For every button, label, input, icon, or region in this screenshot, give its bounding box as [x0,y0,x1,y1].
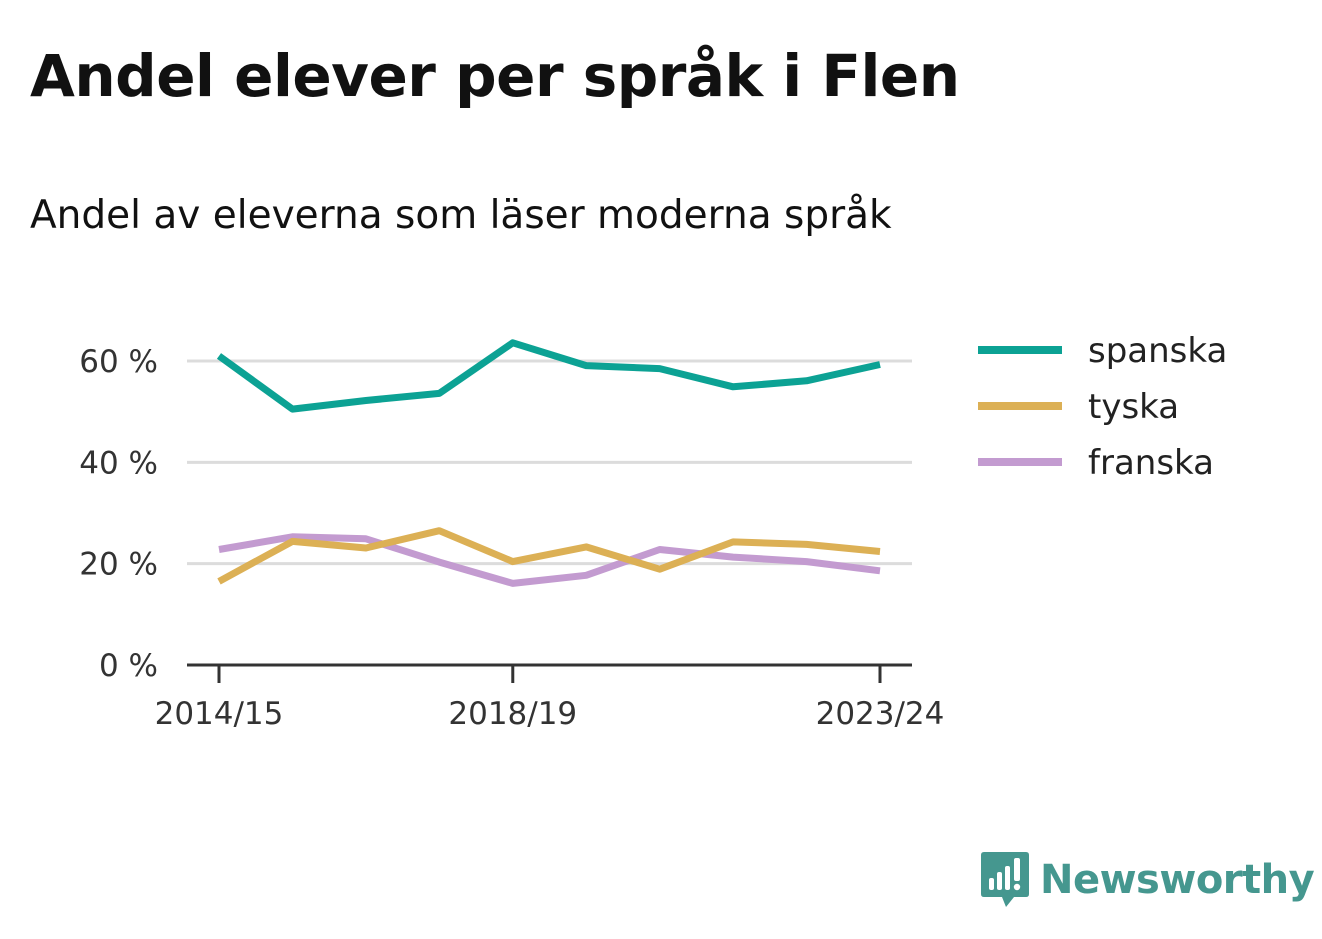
series-line-tyska [217,527,881,585]
newsworthy-brand: Newsworthy [980,850,1315,910]
y-tick-label: 20 % [79,547,158,583]
legend-label: tyska [1088,387,1179,427]
y-tick-label: 0 % [99,648,158,684]
x-tick-label: 2018/19 [448,696,577,732]
y-tick-label: 60 % [79,344,158,380]
series-line-spanska [216,339,881,413]
chart-subtitle: Andel av eleverna som läser moderna språ… [30,193,892,238]
chart-title: Andel elever per språk i Flen [30,42,960,110]
x-tick-label: 2014/15 [155,696,284,732]
newsworthy-logo-icon [981,852,1029,907]
x-tick-label: 2023/24 [816,696,945,732]
series-line-franska [218,533,881,587]
legend-label: franska [1088,443,1214,483]
legend-label: spanska [1088,331,1227,371]
y-tick-label: 40 % [79,445,158,481]
brand-name: Newsworthy [1040,857,1315,903]
